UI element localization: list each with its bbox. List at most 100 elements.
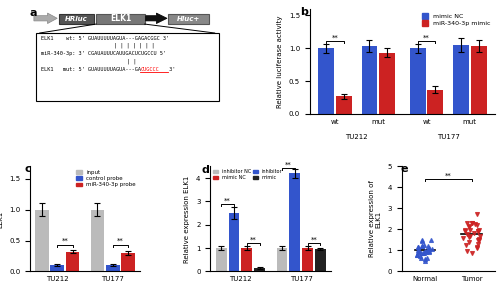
- Point: [418, 238, 426, 243]
- Point: [463, 232, 471, 237]
- Point: [468, 220, 476, 225]
- Point: [474, 242, 482, 246]
- Text: c: c: [24, 164, 31, 174]
- Point: [414, 248, 422, 253]
- Legend: mimic NC, miR-340-3p mimic: mimic NC, miR-340-3p mimic: [420, 12, 492, 28]
- Text: **: **: [332, 35, 338, 40]
- Point: [464, 221, 471, 226]
- Point: [424, 244, 432, 248]
- Bar: [428, 90, 444, 114]
- Point: [474, 229, 482, 233]
- Point: [464, 223, 472, 228]
- Text: **: **: [250, 237, 256, 243]
- Y-axis label: Relative enrichment of
ELK1: Relative enrichment of ELK1: [0, 179, 4, 259]
- FancyBboxPatch shape: [168, 14, 209, 24]
- Text: miR-340-3p: 3' CGAUAUUUCAUUGACUCUGCCU 5': miR-340-3p: 3' CGAUAUUUCAUUGACUCUGCCU 5': [40, 51, 166, 56]
- Point: [413, 253, 421, 258]
- Text: **: **: [224, 198, 231, 204]
- Point: [473, 212, 481, 217]
- Point: [466, 234, 474, 239]
- Point: [474, 238, 482, 243]
- Bar: [318, 48, 334, 114]
- FancyBboxPatch shape: [36, 33, 218, 101]
- Point: [414, 245, 422, 250]
- Text: TU212: TU212: [346, 134, 368, 140]
- Bar: [315, 249, 326, 271]
- Point: [475, 237, 483, 242]
- Point: [476, 234, 484, 239]
- Legend: inhibitor NC, mimic NC, inhibitor, mimic: inhibitor NC, mimic NC, inhibitor, mimic: [212, 169, 283, 181]
- Bar: [410, 48, 426, 114]
- Bar: [106, 265, 120, 271]
- Point: [472, 222, 480, 227]
- Text: b: b: [300, 7, 308, 17]
- Bar: [290, 173, 300, 271]
- Text: HRluc: HRluc: [66, 16, 88, 22]
- Bar: [66, 252, 80, 271]
- Point: [422, 257, 430, 262]
- Point: [415, 249, 423, 253]
- Point: [468, 220, 476, 225]
- Point: [413, 252, 421, 257]
- Bar: [336, 96, 352, 114]
- Point: [461, 227, 469, 232]
- Point: [468, 250, 476, 255]
- Bar: [35, 210, 48, 271]
- Point: [423, 255, 431, 260]
- Text: ELK1    wt: 5' GUAUUUUUAGUA---GAGACGGC 3': ELK1 wt: 5' GUAUUUUUAGUA---GAGACGGC 3': [40, 36, 169, 41]
- Bar: [276, 248, 287, 271]
- Text: Hluc+: Hluc+: [177, 16, 200, 22]
- Point: [421, 258, 429, 263]
- Point: [420, 250, 428, 255]
- Point: [465, 235, 473, 240]
- Bar: [90, 210, 104, 271]
- Y-axis label: Relative luciferase activity: Relative luciferase activity: [278, 15, 283, 108]
- Bar: [216, 248, 226, 271]
- FancyBboxPatch shape: [96, 14, 144, 24]
- Point: [422, 250, 430, 255]
- Bar: [302, 248, 313, 271]
- Text: **: **: [62, 238, 68, 244]
- Text: TU177: TU177: [436, 134, 460, 140]
- Text: **: **: [445, 173, 452, 179]
- Point: [463, 249, 471, 253]
- Point: [414, 245, 422, 250]
- Point: [466, 239, 473, 244]
- Polygon shape: [146, 13, 167, 24]
- Point: [423, 248, 431, 253]
- Point: [420, 250, 428, 255]
- Point: [474, 229, 482, 234]
- Point: [462, 243, 470, 248]
- Bar: [362, 46, 378, 114]
- Y-axis label: Relative expression of
ELK1: Relative expression of ELK1: [368, 181, 382, 257]
- Point: [416, 255, 424, 260]
- Point: [461, 229, 469, 234]
- Text: **: **: [285, 161, 292, 167]
- Bar: [380, 53, 395, 114]
- Point: [418, 238, 426, 243]
- Y-axis label: Relative expression ELK1: Relative expression ELK1: [184, 175, 190, 263]
- Text: d: d: [202, 165, 209, 175]
- Text: a: a: [29, 8, 36, 18]
- Text: CUGCCC: CUGCCC: [140, 67, 159, 72]
- Text: **: **: [310, 237, 318, 243]
- Point: [473, 246, 481, 250]
- Bar: [242, 248, 252, 271]
- Bar: [254, 268, 265, 271]
- Text: ELK1: ELK1: [110, 14, 131, 23]
- Point: [464, 225, 472, 230]
- Bar: [122, 253, 135, 271]
- Text: | |: | |: [127, 59, 136, 64]
- Text: **: **: [117, 238, 124, 244]
- Legend: input, control probe, miR-340-3p probe: input, control probe, miR-340-3p probe: [76, 169, 137, 189]
- Point: [471, 222, 479, 226]
- Bar: [453, 45, 469, 114]
- Text: ELK1   mut: 5' GUAUUUUUAGUA---GA: ELK1 mut: 5' GUAUUUUUAGUA---GA: [40, 67, 144, 72]
- FancyBboxPatch shape: [59, 14, 94, 24]
- Point: [416, 254, 424, 258]
- Bar: [50, 265, 64, 271]
- Text: | | | | | | |: | | | | | | |: [114, 43, 154, 48]
- Point: [418, 250, 426, 255]
- Point: [476, 227, 484, 232]
- Point: [426, 250, 434, 254]
